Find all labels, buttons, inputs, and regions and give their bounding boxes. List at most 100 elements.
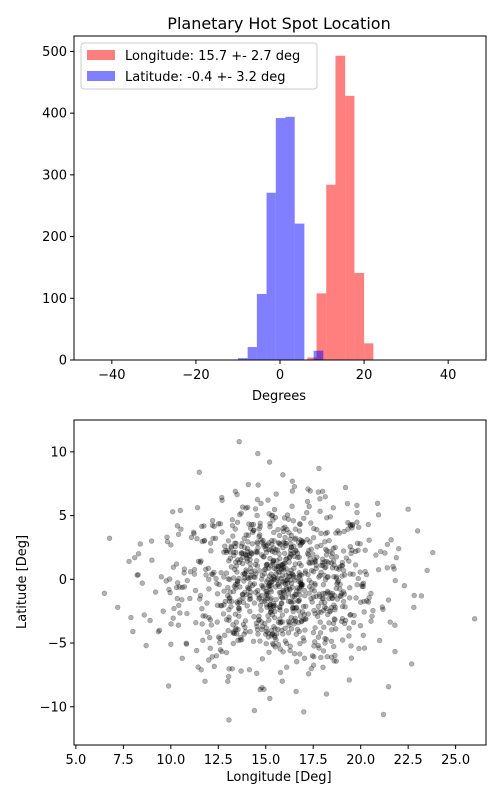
scatter-point: [223, 617, 230, 623]
scatter-point: [271, 577, 277, 583]
scatter-point: [242, 624, 248, 630]
scatter-point: [199, 605, 205, 612]
scatter-point: [375, 512, 382, 518]
scatter-point: [354, 509, 360, 516]
scatter-point: [319, 595, 325, 602]
scatter-point: [261, 554, 267, 560]
scatter-point: [179, 597, 185, 603]
scatter-point: [305, 671, 312, 677]
scatter-point: [240, 595, 246, 601]
scatter-point: [255, 587, 261, 594]
scatter-point: [265, 583, 272, 590]
scatter-point: [269, 631, 275, 637]
scatter-point: [316, 591, 322, 597]
scatter-point: [263, 641, 269, 647]
histogram-y-tick-label: 500: [42, 45, 67, 60]
scatter-point: [424, 567, 430, 574]
scatter-point: [329, 550, 336, 557]
scatter-point: [247, 592, 253, 599]
histogram-bar-longitude-7: [364, 343, 374, 360]
scatter-point: [318, 542, 324, 549]
scatter-point: [291, 617, 297, 624]
scatter-point: [160, 608, 166, 614]
scatter-point: [302, 593, 308, 599]
scatter-point: [282, 578, 289, 584]
scatter-point: [392, 648, 398, 655]
scatter-point: [268, 582, 274, 588]
scatter-point: [270, 642, 277, 648]
scatter-point: [114, 604, 121, 611]
scatter-point: [300, 603, 307, 610]
scatter-point: [329, 591, 336, 597]
scatter-point: [325, 574, 331, 580]
scatter-y-axis-label: Latitude [Deg]: [15, 535, 30, 629]
scatter-point: [276, 540, 282, 547]
scatter-point: [290, 518, 297, 524]
scatter-point: [300, 635, 306, 641]
scatter-point: [376, 637, 383, 644]
histogram-x-tick-label: −20: [182, 368, 209, 383]
scatter-point: [230, 533, 236, 539]
scatter-point: [286, 530, 292, 536]
scatter-point: [284, 512, 291, 518]
scatter-point: [269, 541, 275, 548]
scatter-point: [248, 550, 255, 556]
scatter-point: [385, 597, 392, 603]
scatter-point: [282, 638, 288, 644]
scatter-point: [325, 560, 332, 566]
scatter-point: [288, 541, 294, 547]
scatter-point: [314, 543, 320, 550]
scatter-point: [228, 564, 235, 570]
scatter-point: [283, 664, 290, 670]
scatter-point: [272, 626, 278, 632]
scatter-point: [284, 587, 290, 593]
scatter-point: [322, 559, 328, 565]
scatter-point: [309, 599, 315, 605]
scatter-point: [308, 580, 315, 586]
scatter-point: [292, 615, 298, 621]
scatter-point: [375, 567, 382, 573]
scatter-point: [246, 585, 253, 592]
scatter-point: [307, 488, 313, 494]
scatter-point: [257, 686, 263, 693]
scatter-point: [183, 640, 189, 646]
scatter-point: [223, 649, 230, 656]
scatter-point: [302, 568, 309, 574]
scatter-point: [346, 633, 352, 639]
scatter-point: [361, 598, 367, 605]
scatter-point: [326, 620, 332, 626]
scatter-point: [333, 565, 340, 572]
scatter-point: [213, 653, 220, 659]
scatter-point: [324, 653, 330, 660]
scatter-point: [401, 582, 408, 589]
scatter-point: [315, 603, 321, 610]
scatter-point: [330, 558, 337, 564]
scatter-point: [364, 598, 370, 604]
scatter-point: [279, 562, 285, 569]
scatter-point: [359, 581, 365, 588]
scatter-point: [254, 512, 260, 519]
scatter-point: [285, 591, 292, 597]
scatter-point: [380, 711, 387, 718]
scatter-point: [345, 526, 351, 532]
scatter-point: [274, 577, 280, 583]
scatter-point: [305, 571, 311, 578]
scatter-point: [271, 529, 277, 536]
scatter-point: [301, 638, 307, 644]
scatter-point: [272, 634, 278, 641]
scatter-point: [230, 640, 237, 647]
scatter-point: [313, 565, 319, 572]
scatter-point: [254, 540, 261, 547]
scatter-point: [175, 531, 182, 538]
scatter-point: [287, 643, 293, 649]
scatter-point: [347, 571, 353, 577]
histogram-title: Planetary Hot Spot Location: [167, 14, 390, 33]
histogram-bar-latitude-5: [275, 118, 286, 360]
scatter-point: [356, 524, 362, 530]
scatter-point: [265, 497, 271, 503]
scatter-point: [323, 552, 330, 558]
scatter-point: [245, 481, 252, 488]
scatter-point: [281, 567, 287, 573]
scatter-point: [296, 521, 303, 527]
scatter-point: [295, 598, 302, 605]
